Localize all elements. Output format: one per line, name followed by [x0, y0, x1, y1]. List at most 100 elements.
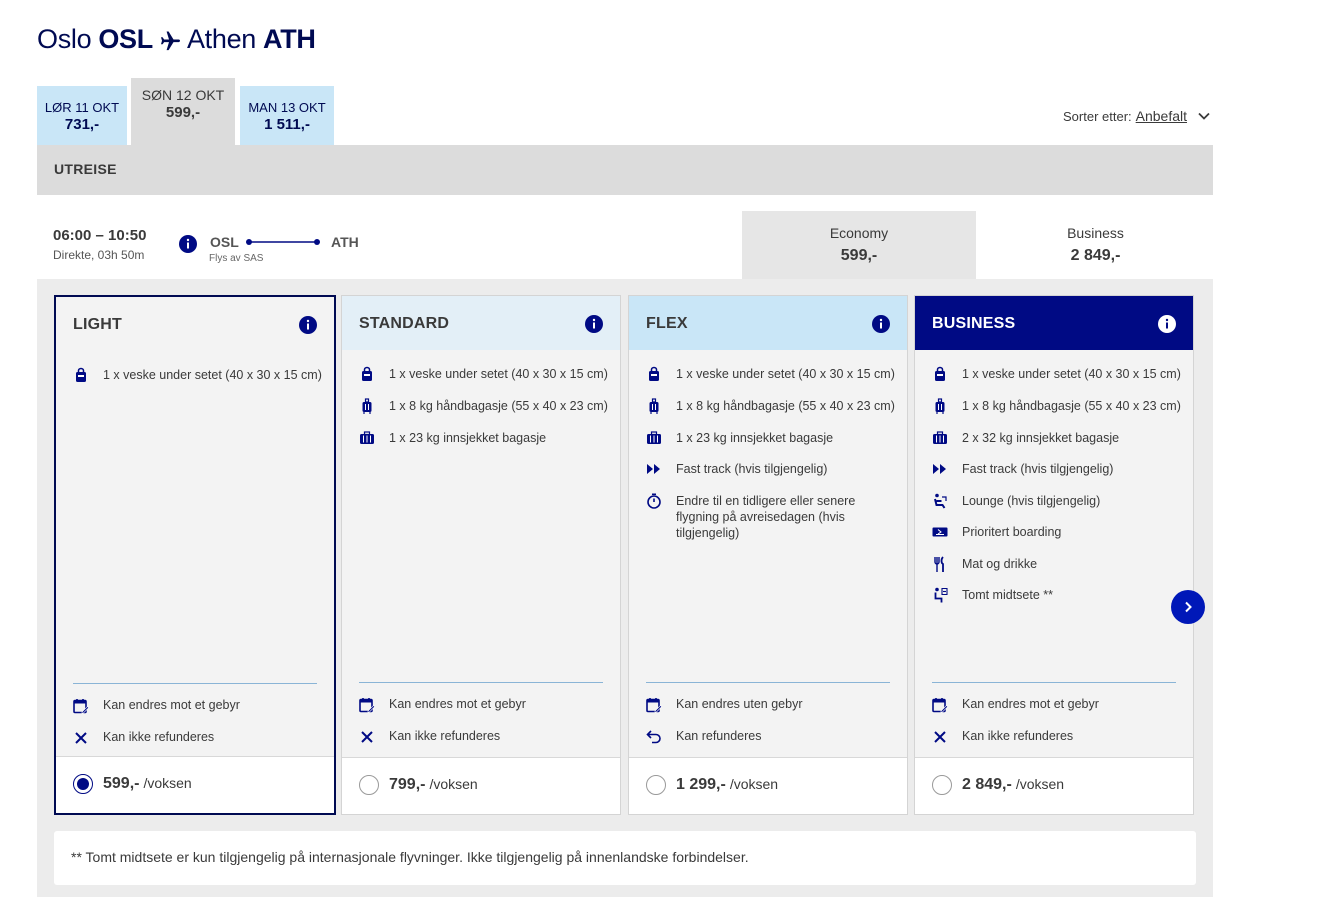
fare-condition-text: Kan endres mot et gebyr [962, 697, 1099, 711]
fare-feature: Endre til en tidligere eller senere flyg… [646, 493, 895, 541]
info-icon[interactable] [1158, 315, 1176, 333]
fare-condition: Kan endres mot et gebyr [359, 697, 526, 713]
fare-price-line: 2 849,-/voksen [962, 776, 1064, 794]
suitcase-icon [359, 430, 375, 446]
sort-label: Sorter etter: [1063, 108, 1132, 124]
fare-price: 599,- [103, 775, 140, 792]
x-icon [359, 729, 375, 745]
calendar-edit-icon [646, 697, 663, 713]
flight-time: 06:00 – 10:50 [53, 227, 147, 244]
fare-price: 2 849,- [962, 776, 1012, 793]
fare-feature-text: Fast track (hvis tilgjengelig) [962, 462, 1114, 476]
fare-feature: 2 x 32 kg innsjekket bagasje [932, 430, 1181, 446]
fare-radio[interactable] [646, 775, 666, 795]
fare-feature-text: 1 x 8 kg håndbagasje (55 x 40 x 23 cm) [962, 399, 1181, 413]
stopwatch-icon [646, 493, 662, 509]
fare-feature-text: Mat og drikke [962, 557, 1038, 571]
fare-condition: Kan endres uten gebyr [646, 697, 803, 713]
fare-feature: Tomt midtsete ** [932, 587, 1181, 603]
bag-icon [646, 366, 662, 382]
fare-condition: Kan ikke refunderes [73, 730, 214, 744]
fare-card-standard[interactable]: STANDARD 1 x veske under setet (40 x 30 x… [341, 295, 621, 815]
cutlery-icon [932, 556, 948, 572]
fare-feature-text: 1 x veske under setet (40 x 30 x 15 cm) [103, 368, 322, 382]
fare-card-header: STANDARD [342, 296, 620, 350]
info-icon[interactable] [179, 235, 197, 253]
bag-icon [73, 367, 89, 383]
fare-feature-text: 1 x veske under setet (40 x 30 x 15 cm) [962, 367, 1181, 381]
fare-condition: Kan endres mot et gebyr [932, 697, 1099, 713]
fare-card-light[interactable]: LIGHT 1 x veske under setet (40 x 30 x 15… [54, 295, 336, 815]
fare-condition: Kan ikke refunderes [932, 729, 1073, 743]
fare-feature-text: 1 x 23 kg innsjekket bagasje [389, 431, 547, 445]
chevron-down-icon[interactable] [1197, 109, 1211, 123]
outbound-section-header: UTREISE [37, 145, 1213, 195]
fare-radio[interactable] [73, 774, 93, 794]
fare-card-footer: 1 299,-/voksen [629, 757, 907, 814]
fare-feature-text: Fast track (hvis tilgjengelig) [676, 462, 828, 476]
fare-radio[interactable] [359, 775, 379, 795]
date-tab-selected[interactable]: SØN 12 OKT 599,- [131, 78, 235, 145]
date-tab-price: 1 511,- [264, 116, 310, 133]
fare-feature: 1 x 8 kg håndbagasje (55 x 40 x 23 cm) [932, 398, 1181, 414]
fast-track-icon [932, 461, 948, 477]
footnote-text: ** Tomt midtsete er kun tilgjengelig på … [71, 849, 749, 865]
cabin-name: Business [1067, 225, 1124, 241]
fare-price-line: 599,-/voksen [103, 775, 192, 793]
info-icon[interactable] [585, 315, 603, 333]
operated-by: Flys av SAS [209, 253, 264, 264]
cabin-economy[interactable]: Economy 599,- [742, 211, 976, 279]
refund-icon [646, 729, 662, 745]
info-icon[interactable] [872, 315, 890, 333]
fare-price-unit: /voksen [729, 776, 779, 792]
bag-icon [932, 366, 948, 382]
fare-feature-text: Endre til en tidligere eller senere flyg… [676, 494, 856, 540]
fare-feature: 1 x veske under setet (40 x 30 x 15 cm) [646, 366, 895, 382]
boarding-pass-icon [932, 524, 948, 540]
date-tab-prev[interactable]: LØR 11 OKT 731,- [37, 86, 127, 145]
x-icon [73, 730, 89, 746]
fare-condition-text: Kan ikke refunderes [103, 730, 215, 744]
fare-feature: 1 x veske under setet (40 x 30 x 15 cm) [932, 366, 1181, 382]
fare-condition-text: Kan endres uten gebyr [676, 697, 803, 711]
fare-feature: 1 x veske under setet (40 x 30 x 15 cm) [73, 367, 322, 383]
date-tab-next[interactable]: MAN 13 OKT 1 511,- [240, 86, 334, 145]
date-tab-price: 731,- [64, 116, 100, 133]
origin-code: OSL [98, 24, 153, 54]
fare-feature: 1 x 8 kg håndbagasje (55 x 40 x 23 cm) [359, 398, 608, 414]
info-icon[interactable] [299, 316, 317, 334]
fare-feature-text: Lounge (hvis tilgjengelig) [962, 494, 1101, 508]
x-icon [932, 729, 948, 745]
footnote-box: ** Tomt midtsete er kun tilgjengelig på … [54, 831, 1196, 885]
cabin-name: Economy [829, 225, 889, 241]
destination-city: Athen [186, 24, 256, 54]
sort-dropdown[interactable]: Anbefalt [1135, 108, 1188, 124]
fare-condition-text: Kan ikke refunderes [962, 729, 1074, 743]
fare-card-footer: 2 849,-/voksen [915, 757, 1193, 814]
origin-city: Oslo [37, 24, 92, 54]
fast-track-icon [646, 461, 662, 477]
outbound-label: UTREISE [54, 161, 117, 177]
fare-price: 1 299,- [676, 776, 726, 793]
fare-feature: Lounge (hvis tilgjengelig) [932, 493, 1181, 509]
calendar-edit-icon [932, 697, 949, 713]
fare-feature: 1 x 8 kg håndbagasje (55 x 40 x 23 cm) [646, 398, 895, 414]
fare-card-header: FLEX [629, 296, 907, 350]
lounge-icon [932, 493, 948, 509]
fare-condition-text: Kan refunderes [676, 729, 762, 743]
next-fare-button[interactable] [1171, 590, 1205, 624]
fare-radio[interactable] [932, 775, 952, 795]
date-tab-date: SØN 12 OKT [141, 87, 225, 103]
fare-feature: 1 x 23 kg innsjekket bagasje [359, 430, 608, 446]
chevron-right-icon [1185, 601, 1192, 613]
fare-price-line: 1 299,-/voksen [676, 776, 778, 794]
cabin-price: 2 849,- [1070, 247, 1121, 264]
divider [932, 682, 1176, 683]
fare-name: BUSINESS [932, 315, 1016, 332]
fare-card-flex[interactable]: FLEX 1 x veske under setet (40 x 30 x 15 … [628, 295, 908, 815]
cabin-business[interactable]: Business 2 849,- [978, 211, 1213, 279]
fare-card-business[interactable]: BUSINESS 1 x veske under setet (40 x 30 x… [914, 295, 1194, 815]
date-tab-date: MAN 13 OKT [248, 100, 326, 115]
flight-duration: Direkte, 03h 50m [53, 248, 145, 262]
route-destination: ATH [331, 234, 359, 250]
